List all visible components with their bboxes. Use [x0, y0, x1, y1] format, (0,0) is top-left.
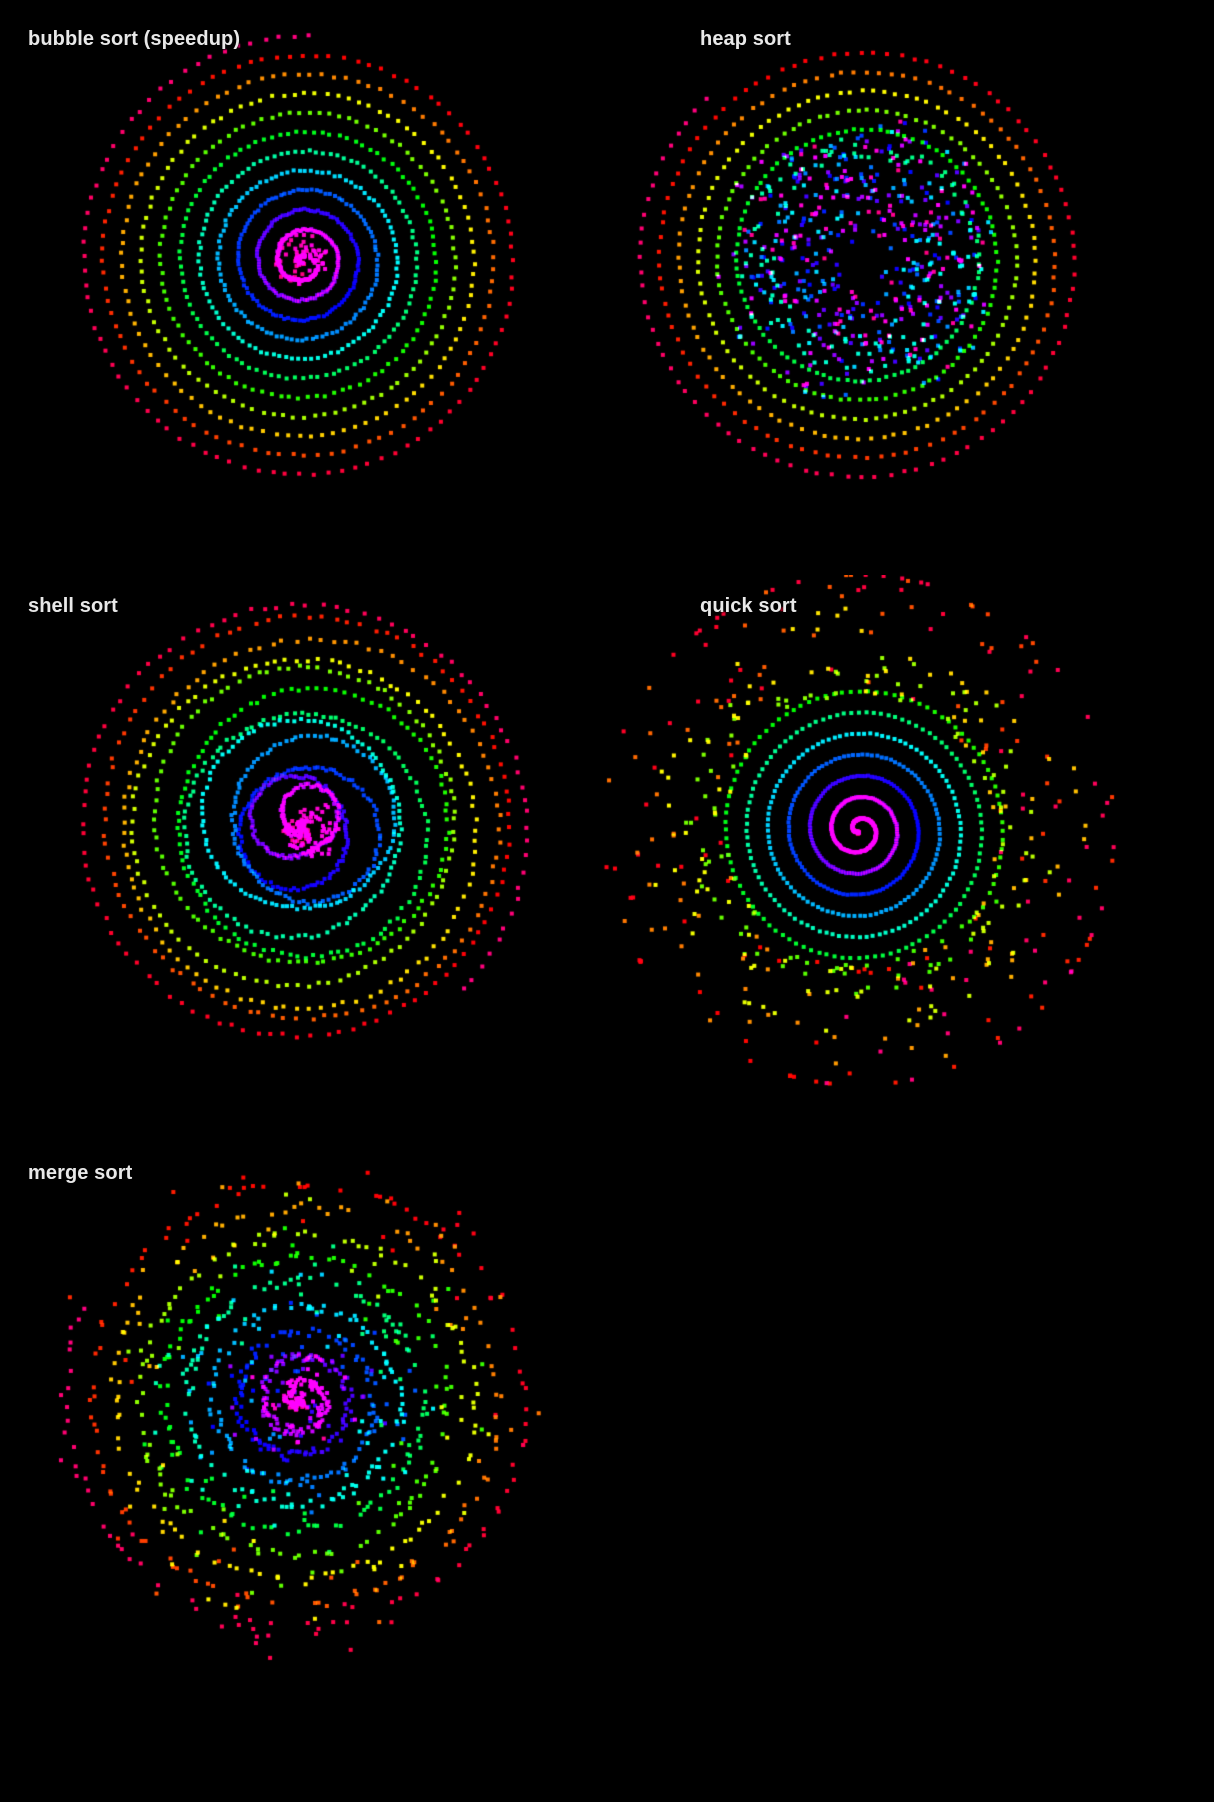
empty-panel — [587, 1142, 1134, 1699]
plot-panel-bubble-sort-speedup: bubble sort (speedup) — [28, 8, 575, 565]
plot-panel-shell-sort: shell sort — [28, 575, 575, 1132]
spiral-plot-quick-sort — [587, 575, 1134, 1132]
spiral-plot-shell-sort — [28, 575, 575, 1132]
plot-panel-quick-sort: quick sort — [587, 575, 1134, 1132]
spiral-plot-heap-sort — [587, 8, 1134, 565]
spiral-plot-bubble-sort-speedup — [28, 8, 575, 565]
plot-panel-merge-sort: merge sort — [28, 1142, 575, 1699]
plot-panel-heap-sort: heap sort — [587, 8, 1134, 565]
spiral-plot-merge-sort — [28, 1142, 575, 1699]
